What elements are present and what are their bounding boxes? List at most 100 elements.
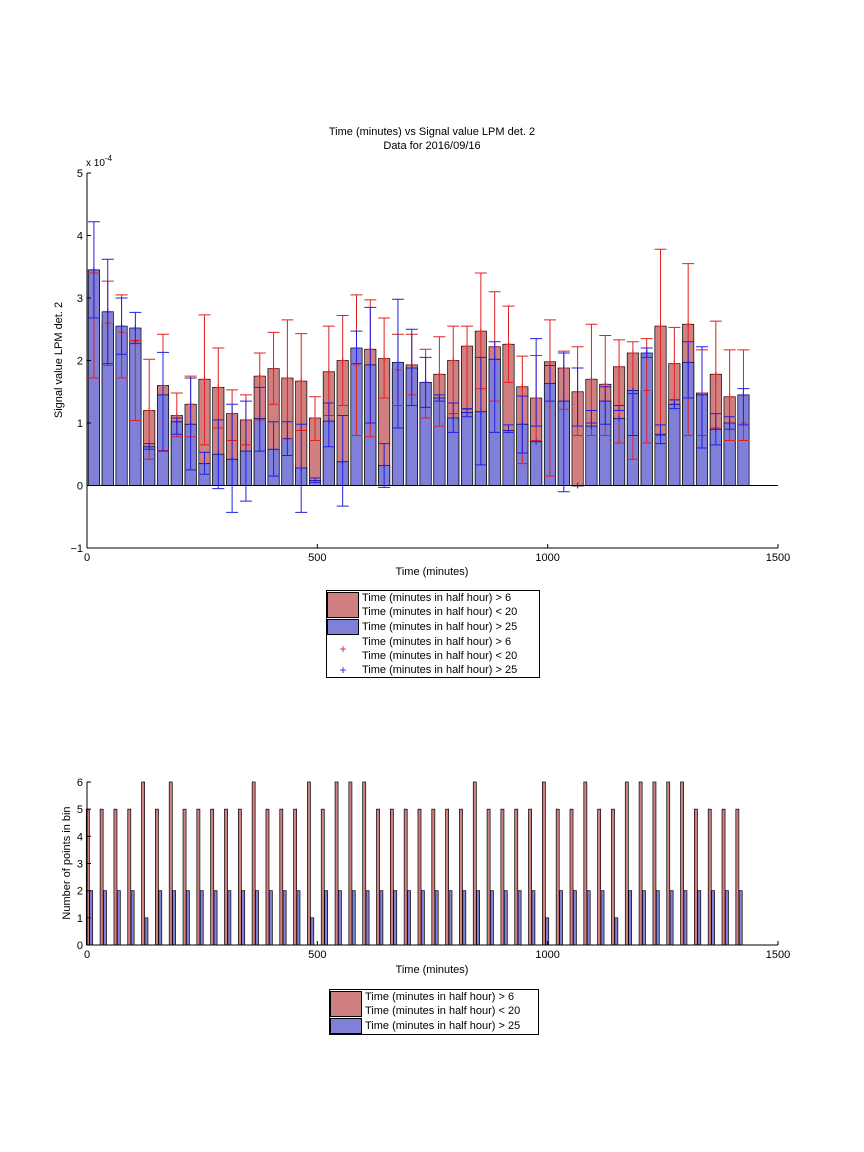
count-bar-blue bbox=[172, 890, 176, 946]
errorbar-blue bbox=[322, 402, 335, 448]
errorbar-blue bbox=[267, 421, 280, 477]
count-bar-blue bbox=[559, 890, 563, 946]
errorbar-blue bbox=[516, 395, 529, 454]
count-bar-blue bbox=[310, 917, 315, 946]
count-bar-blue bbox=[338, 890, 342, 946]
count-bar-blue bbox=[158, 890, 163, 946]
legend-entry: + Time (minutes in half hour) > 25 bbox=[327, 663, 539, 677]
count-bar-blue bbox=[420, 890, 425, 946]
x-axis-label: Time (minutes) bbox=[396, 566, 469, 578]
count-bar-blue bbox=[116, 890, 121, 946]
count-bar-blue bbox=[586, 890, 591, 946]
errorbar-blue bbox=[350, 330, 363, 365]
errorbar-blue bbox=[378, 443, 391, 488]
y-exponent-label: x 10-4 bbox=[86, 154, 113, 169]
errorbar-blue bbox=[488, 341, 501, 433]
count-bar-red bbox=[265, 808, 270, 946]
errorbar-blue bbox=[695, 346, 708, 449]
count-bar-blue bbox=[255, 890, 259, 946]
count-bar-red bbox=[680, 781, 684, 946]
y-exponent-base: x 10 bbox=[86, 158, 105, 169]
y-tick-label: 3 bbox=[77, 293, 83, 305]
legend-entry: Time (minutes in half hour) > 25 bbox=[330, 1018, 538, 1034]
count-bar-blue bbox=[738, 890, 743, 946]
count-bar-blue bbox=[241, 890, 246, 946]
count-bar-blue bbox=[600, 890, 605, 946]
errorbar-blue bbox=[170, 417, 183, 435]
count-bar-blue bbox=[379, 890, 384, 946]
errorbar-blue bbox=[585, 410, 598, 430]
legend-swatch-red bbox=[327, 592, 359, 618]
count-bar-blue bbox=[614, 917, 619, 946]
count-bar-red bbox=[348, 781, 353, 946]
count-bar-red bbox=[155, 808, 159, 946]
errorbar-blue bbox=[474, 356, 487, 466]
count-bar-blue bbox=[213, 890, 218, 946]
y-tick-label: 4 bbox=[77, 231, 83, 243]
errorbar-blue bbox=[502, 424, 515, 434]
count-bar-blue bbox=[130, 890, 135, 946]
errorbar-red bbox=[309, 396, 322, 441]
bar-blue bbox=[668, 403, 681, 486]
errorbar-blue bbox=[626, 387, 639, 436]
count-bar-blue bbox=[655, 890, 660, 946]
x-tick-label: 1500 bbox=[766, 949, 790, 961]
count-bar-red bbox=[376, 808, 380, 946]
x-tick-label: 1500 bbox=[766, 552, 790, 564]
y-tick-label: 6 bbox=[77, 777, 83, 789]
errorbar-blue bbox=[682, 341, 695, 399]
count-bar-red bbox=[403, 808, 408, 946]
count-bar-blue bbox=[351, 890, 356, 946]
count-bars-red bbox=[85, 781, 740, 946]
count-bar-blue bbox=[517, 890, 522, 946]
legend-label: Time (minutes in half hour) > 25 bbox=[362, 621, 518, 633]
errorbar-blue bbox=[419, 356, 432, 408]
errorbar-blue bbox=[654, 424, 667, 445]
count-bar-red bbox=[307, 781, 311, 946]
errorbar-red bbox=[433, 336, 446, 427]
errorbar-blue bbox=[433, 394, 446, 402]
count-bar-red bbox=[279, 808, 284, 946]
count-bar-blue bbox=[683, 890, 688, 946]
count-bar-red bbox=[182, 808, 187, 946]
legend-entry: Time (minutes in half hour) > 25 bbox=[327, 619, 539, 635]
count-bar-blue bbox=[144, 917, 149, 946]
errorbar-red bbox=[350, 294, 363, 436]
count-bar-red bbox=[638, 781, 643, 946]
count-bar-red bbox=[113, 808, 118, 946]
errorbar-blue bbox=[226, 403, 239, 513]
count-bar-red bbox=[555, 808, 560, 946]
errorbar-red bbox=[461, 325, 474, 410]
errorbar-blue bbox=[461, 408, 474, 418]
legend-marker-blue: + bbox=[339, 663, 347, 677]
count-bar-red bbox=[224, 808, 228, 946]
errorbar-blue bbox=[599, 386, 612, 425]
count-bar-red bbox=[735, 808, 740, 946]
count-bar-blue bbox=[628, 890, 633, 946]
count-bar-blue bbox=[324, 890, 328, 946]
errorbar-blue bbox=[405, 328, 418, 406]
errorbar-blue bbox=[364, 306, 377, 424]
count-bar-blue bbox=[227, 890, 232, 946]
count-bar-blue bbox=[434, 890, 439, 946]
errorbar-blue bbox=[309, 477, 322, 484]
count-bars-blue bbox=[89, 890, 743, 946]
count-bar-blue bbox=[503, 890, 508, 946]
errorbar-blue bbox=[640, 347, 653, 358]
count-bar-blue bbox=[282, 890, 287, 946]
count-bar-blue bbox=[642, 890, 646, 946]
errorbar-blue bbox=[143, 443, 156, 450]
y-tick-label: −1 bbox=[70, 543, 83, 555]
chart-subtitle: Data for 2016/09/16 bbox=[383, 140, 480, 152]
bar-blue bbox=[530, 441, 543, 486]
errorbar-blue bbox=[157, 351, 170, 452]
errorbar-blue bbox=[239, 400, 252, 502]
count-bar-red bbox=[445, 808, 450, 946]
legend-swatch-red bbox=[330, 991, 362, 1017]
count-bar-red bbox=[694, 808, 698, 946]
count-bar-blue bbox=[268, 890, 273, 946]
count-bar-red bbox=[141, 781, 145, 946]
count-bar-red bbox=[569, 808, 574, 946]
errorbar-blue bbox=[212, 419, 225, 490]
y-exponent-power: -4 bbox=[105, 154, 113, 163]
